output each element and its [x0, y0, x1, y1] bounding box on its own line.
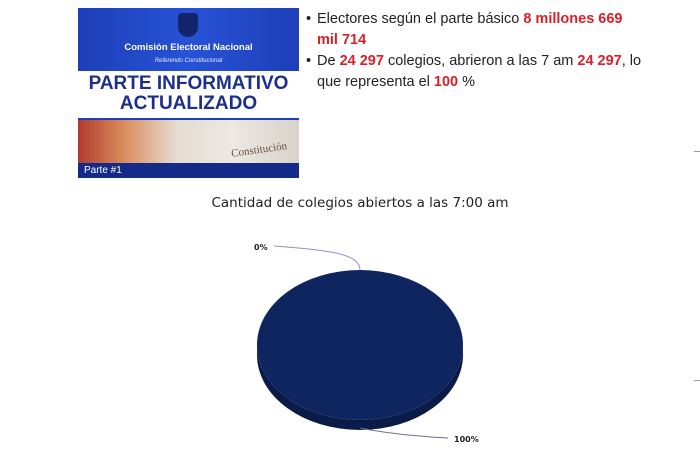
- banner-headline: PARTE INFORMATIVO ACTUALIZADO: [78, 74, 299, 114]
- headline-line-2: ACTUALIZADO: [119, 93, 258, 114]
- divider-mark: [694, 380, 700, 381]
- banner-header: Comisión Electoral Nacional Referendo Co…: [78, 8, 299, 71]
- colleges-opened: 24 297: [577, 53, 622, 69]
- divider-mark: [694, 151, 700, 152]
- fact-text: colegios, abrieron a las 7 am: [383, 53, 578, 69]
- percent-sign: %: [458, 74, 476, 90]
- fact-text: , lo que representa el: [317, 53, 642, 90]
- pie-slice-1: [257, 270, 463, 420]
- banner-subtitle: Referendo Constitucional: [154, 58, 223, 64]
- fact-electors: Electores según el parte básico 8 millon…: [306, 9, 647, 51]
- leader-line-1: [359, 427, 449, 439]
- organization-name: Comisión Electoral Nacional: [124, 42, 253, 53]
- fact-colleges: De 24 297 colegios, abrieron a las 7 am …: [306, 51, 647, 93]
- chart-title: Cantidad de colegios abiertos a las 7:00…: [211, 195, 509, 211]
- electors-count: 8 millones 669 mil 714: [317, 11, 623, 48]
- report-banner-image: Comisión Electoral Nacional Referendo Co…: [78, 8, 299, 178]
- emblem-icon: [178, 13, 198, 37]
- colleges-total: 24 297: [339, 53, 384, 69]
- fact-text: Electores según el parte básico: [317, 11, 524, 27]
- part-label: Parte #1: [78, 163, 299, 178]
- facts-list: Electores según el parte básico 8 millon…: [303, 9, 647, 93]
- percent-value: 100: [433, 74, 459, 90]
- fact-text: De: [317, 53, 340, 69]
- data-label-1: 100%: [454, 435, 479, 444]
- data-label-0: 0%: [254, 243, 268, 252]
- headline-line-1: PARTE INFORMATIVO: [88, 73, 289, 94]
- leader-line-0: [273, 245, 361, 271]
- banner-photo: Constitución: [78, 118, 299, 165]
